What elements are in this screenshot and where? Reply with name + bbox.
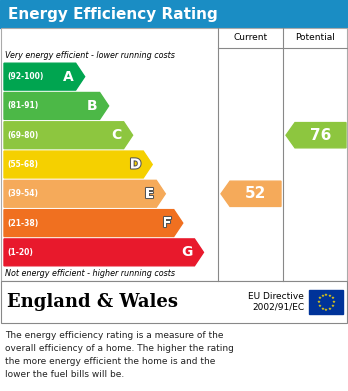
Polygon shape [4, 93, 109, 119]
Polygon shape [4, 210, 183, 237]
Text: Not energy efficient - higher running costs: Not energy efficient - higher running co… [5, 269, 175, 278]
Text: (81-91): (81-91) [7, 101, 38, 110]
Bar [0, 0, 348, 28]
Text: ★: ★ [324, 307, 328, 312]
Text: ★: ★ [320, 294, 324, 298]
Text: England & Wales: England & Wales [7, 293, 178, 311]
Text: Energy Efficiency Rating: Energy Efficiency Rating [8, 7, 218, 22]
Text: (21-38): (21-38) [7, 219, 38, 228]
Text: A: A [63, 70, 74, 84]
Text: C: C [111, 128, 121, 142]
Text: ★: ★ [331, 304, 334, 308]
Text: ★: ★ [328, 294, 332, 298]
Bar [1, 281, 347, 323]
Text: Current: Current [234, 34, 268, 43]
Polygon shape [4, 63, 85, 90]
Text: ★: ★ [320, 307, 324, 310]
Bar [1, 28, 347, 281]
Polygon shape [221, 181, 281, 206]
Text: ★: ★ [328, 307, 332, 310]
Text: (39-54): (39-54) [7, 189, 38, 198]
Text: EU Directive
2002/91/EC: EU Directive 2002/91/EC [248, 292, 304, 312]
Text: ★: ★ [331, 296, 334, 300]
Polygon shape [286, 122, 346, 148]
Text: Very energy efficient - lower running costs: Very energy efficient - lower running co… [5, 50, 175, 59]
Text: ★: ★ [317, 300, 321, 304]
Polygon shape [4, 151, 152, 178]
Text: Potential: Potential [295, 34, 335, 43]
Text: F: F [162, 216, 172, 230]
Text: (69-80): (69-80) [7, 131, 38, 140]
Bar [309, 290, 343, 314]
Text: ★: ★ [318, 304, 322, 308]
Text: G: G [181, 246, 192, 259]
Text: (92-100): (92-100) [7, 72, 44, 81]
Text: (55-68): (55-68) [7, 160, 38, 169]
Polygon shape [4, 180, 165, 207]
Text: ★: ★ [318, 296, 322, 300]
Text: ★: ★ [332, 300, 335, 304]
Text: The energy efficiency rating is a measure of the
overall efficiency of a home. T: The energy efficiency rating is a measur… [5, 331, 234, 379]
Text: 76: 76 [310, 128, 331, 143]
Text: D: D [130, 158, 141, 172]
Text: E: E [145, 187, 154, 201]
Polygon shape [4, 122, 133, 149]
Polygon shape [4, 239, 204, 266]
Text: 52: 52 [245, 186, 266, 201]
Text: B: B [87, 99, 98, 113]
Text: (1-20): (1-20) [7, 248, 33, 257]
Text: ★: ★ [324, 292, 328, 296]
